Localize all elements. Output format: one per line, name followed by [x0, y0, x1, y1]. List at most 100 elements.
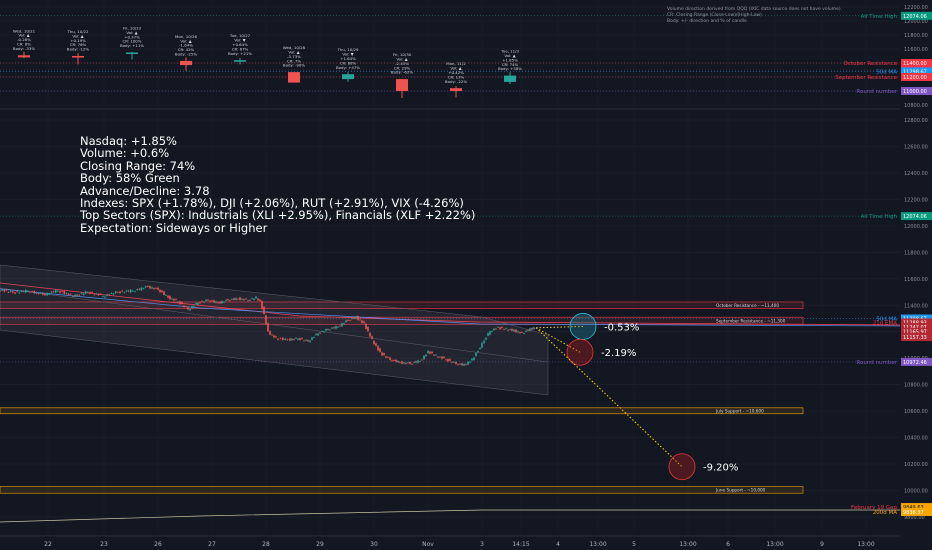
- intraday-candle-body: [533, 327, 535, 330]
- note-cr: CR: Closing Range (Close-Low)/(High-Low): [667, 13, 762, 18]
- daily-candle-label: Tue, 11/3: [500, 49, 519, 54]
- price-tick-main: 10600.00: [904, 409, 928, 415]
- intraday-candle-body: [531, 327, 533, 330]
- intraday-candle-body: [203, 301, 205, 303]
- intraday-candle-body: [173, 298, 175, 301]
- intraday-candle-body: [495, 328, 497, 330]
- intraday-candle-body: [451, 361, 453, 363]
- intraday-candle-body: [84, 291, 87, 294]
- intraday-candle-body: [235, 298, 237, 300]
- time-tick: 26: [154, 541, 162, 548]
- intraday-candle-body: [519, 332, 521, 334]
- daily-candle-label: CR: 68%: [340, 60, 357, 65]
- intraday-candle-body: [157, 287, 159, 290]
- intraday-candle-body: [29, 291, 31, 293]
- intraday-candle-body: [179, 301, 181, 305]
- daily-candle-label: -3.73%: [287, 54, 301, 59]
- daily-level-tag: [901, 11, 932, 20]
- price-tick-top: 10800.00: [904, 103, 928, 109]
- intraday-candle-body: [461, 363, 463, 366]
- intraday-candle-body: [497, 326, 499, 328]
- intraday-candle-body: [129, 289, 132, 293]
- intraday-candle-body: [359, 319, 361, 321]
- intraday-candle-body: [207, 299, 209, 301]
- intraday-candle-body: [327, 329, 329, 330]
- daily-candle-body: [180, 60, 192, 66]
- price-tick-main: 11400.00: [904, 303, 928, 309]
- intraday-candle-body: [385, 356, 387, 358]
- intraday-candle-body: [471, 358, 473, 361]
- intraday-candle-body: [205, 299, 207, 302]
- main-level-tag-text: 9838.37: [903, 510, 924, 516]
- intraday-candle-body: [501, 326, 503, 329]
- daily-candle-label: Body: -25%: [175, 52, 197, 57]
- price-axis: 12200.00 12000.00 11800.00 11600.00 11400.00…: [835, 0, 932, 550]
- intraday-candle-body: [209, 300, 211, 302]
- intraday-candle-body: [239, 297, 241, 301]
- intraday-candle-body: [231, 299, 233, 300]
- intraday-candle-body: [110, 292, 113, 294]
- intraday-candle-body: [449, 359, 451, 361]
- intraday-candle-body: [303, 340, 305, 342]
- intraday-candle-body: [261, 300, 263, 310]
- time-tick: 6: [726, 541, 730, 548]
- intraday-candle-body: [479, 347, 481, 350]
- intraday-candle-body: [467, 361, 469, 365]
- intraday-candle-body: [3, 289, 6, 292]
- daily-candle-body: [396, 79, 408, 91]
- intraday-candle-body: [183, 305, 185, 307]
- intraday-candle-body: [142, 288, 145, 290]
- target-circle: [668, 453, 696, 481]
- intraday-candle-body: [97, 293, 100, 296]
- intraday-candle-body: [299, 338, 301, 341]
- main-level-tag: [901, 327, 932, 336]
- intraday-candle-body: [343, 323, 345, 325]
- daily-candle-label: +1.85%: [502, 57, 518, 62]
- intraday-candle-body: [153, 288, 155, 290]
- intraday-candle-body: [5, 289, 8, 291]
- intraday-candle-body: [529, 328, 531, 331]
- intraday-candle-body: [284, 338, 286, 340]
- intraday-candle-body: [505, 328, 507, 330]
- daily-candle-label: -1.64%: [179, 43, 193, 48]
- intraday-candle-body: [251, 298, 253, 300]
- intraday-candle-body: [93, 294, 96, 296]
- intraday-candle-body: [14, 292, 16, 294]
- intraday-candle-body: [91, 291, 93, 293]
- intraday-candle-body: [213, 300, 215, 303]
- price-tick-top: 12000.00: [904, 19, 928, 25]
- daily-candle-label: CR: 100%: [123, 39, 142, 44]
- intraday-candle-body: [18, 292, 21, 294]
- time-tick: 13:00: [589, 541, 606, 548]
- intraday-candle-body: [177, 301, 179, 303]
- summary-line-volume: Volume: +0.6%: [80, 146, 170, 161]
- daily-candle-label: Body: -22%: [445, 79, 467, 84]
- intraday-candle-body: [463, 364, 465, 366]
- intraday-candle-body: [407, 362, 409, 364]
- intraday-candle-body: [455, 361, 457, 364]
- daily-level-tag: [901, 67, 932, 76]
- daily-level-label: 50d MA: [876, 69, 897, 75]
- daily-level-tag-text: 11400.00: [903, 61, 927, 67]
- intraday-candle-body: [223, 301, 225, 303]
- intraday-candle-body: [263, 306, 265, 315]
- intraday-candle-body: [197, 303, 199, 305]
- intraday-candle-body: [78, 294, 81, 296]
- intraday-candle-body: [473, 357, 475, 360]
- intraday-candle-body: [301, 338, 303, 340]
- daily-candle-label: Vol: ▲: [18, 33, 29, 38]
- daily-candle-body: [72, 56, 84, 58]
- intraday-candle-body: [277, 338, 279, 340]
- intraday-candle-body: [48, 293, 51, 295]
- intraday-candle-body: [271, 334, 273, 336]
- projection-path: [535, 327, 581, 353]
- time-tick: 27: [208, 541, 216, 548]
- channel-fill: [0, 264, 549, 396]
- price-tick-main: 10400.00: [904, 436, 928, 442]
- intraday-candle-body: [333, 327, 335, 329]
- intraday-candle-body: [1, 289, 3, 291]
- main-level-label: February 19 Gap: [851, 505, 897, 511]
- intraday-candle-body: [423, 355, 425, 360]
